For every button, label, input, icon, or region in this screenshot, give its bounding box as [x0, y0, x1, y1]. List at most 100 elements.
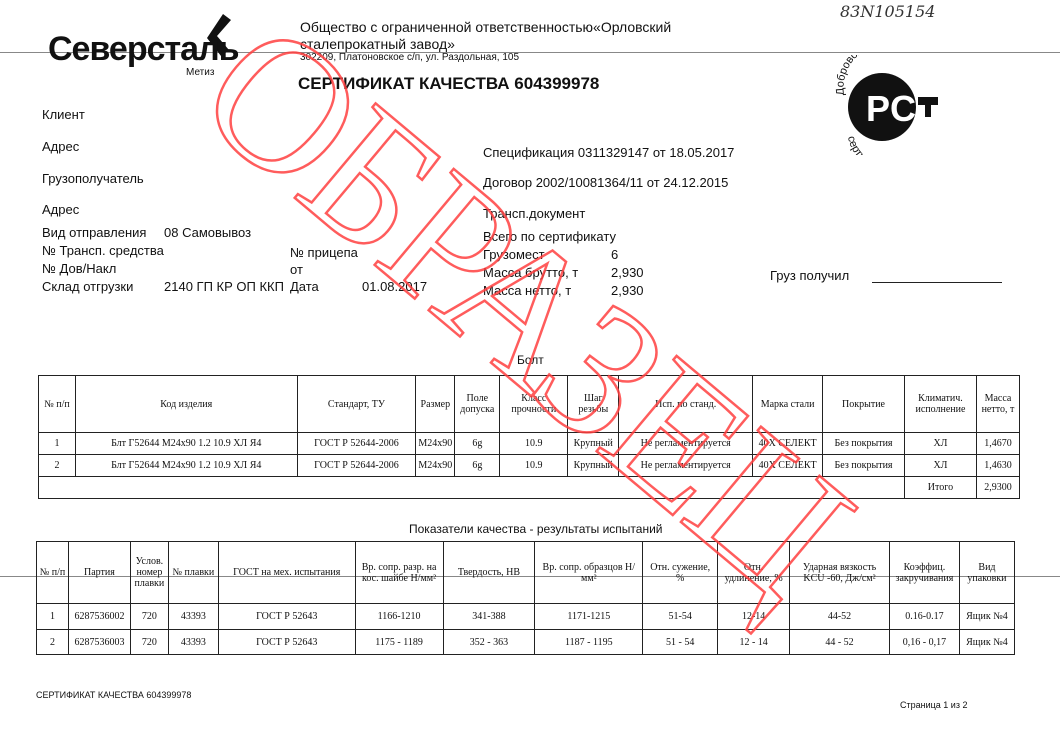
- table-cell: Климатич. исполнение: [903, 375, 977, 433]
- table-cell: Без покрытия: [822, 432, 905, 455]
- table-cell: Блт Г52644 М24х90 1.2 10.9 ХЛ Я4: [74, 454, 298, 477]
- table-cell: 341-388: [442, 603, 536, 630]
- table-cell: Марка стали: [752, 375, 824, 433]
- table-cell: 10.9: [499, 454, 569, 477]
- table-cell: 6287536003: [67, 629, 131, 655]
- svg-text:PC: PC: [866, 88, 916, 129]
- footer-page-number: Страница 1 из 2: [900, 700, 968, 710]
- table-cell: № плавки: [167, 541, 219, 604]
- gross-value: 2,930: [611, 265, 644, 280]
- table-cell: ГОСТ на мех. испытания: [217, 541, 356, 604]
- table2-header-row: № п/п Партия Услов. номер плавки № плавки ГО…: [36, 541, 1016, 604]
- table-cell: Крупный: [567, 432, 620, 455]
- table1-caption: Болт: [517, 353, 544, 367]
- places-label: Грузомест: [483, 247, 545, 262]
- table-cell: Крупный: [567, 454, 620, 477]
- table-cell: ХЛ: [903, 454, 977, 477]
- table-cell: 6287536002: [67, 603, 131, 630]
- table1-header-row: № п/п Код изделия Стандарт, ТУ Размер Поле д…: [38, 375, 1021, 433]
- date-value: 01.08.2017: [362, 279, 428, 294]
- total-label: Всего по сертификату: [483, 229, 616, 244]
- table-cell: Коэффиц. закручивания: [888, 541, 960, 604]
- table-row: 1 6287536002 720 43393 ГОСТ Р 52643 1166-1210…: [36, 603, 1016, 630]
- table-cell: Ящик №4: [958, 629, 1016, 655]
- table-cell: 720: [129, 603, 169, 630]
- contract: Договор 2002/10081364/11 от 24.12.2015: [483, 175, 729, 190]
- table-cell: 44 - 52: [789, 629, 890, 655]
- logo-sub: Метиз: [186, 67, 215, 78]
- severstal-logo-icon: [207, 14, 231, 56]
- table-cell: 6g: [454, 454, 501, 477]
- table-cell: Твердость, НВ: [442, 541, 536, 604]
- table-cell: 12-14: [717, 603, 791, 630]
- table-cell: 40Х СЕЛЕКТ: [752, 432, 824, 455]
- table-cell: 1175 - 1189: [354, 629, 444, 655]
- table-cell: 1,4630: [975, 454, 1021, 477]
- table-cell: 44-52: [789, 603, 890, 630]
- table-cell: 10.9: [499, 432, 569, 455]
- table-cell: 43393: [167, 603, 219, 630]
- table2-caption: Показатели качества - результаты испытан…: [409, 522, 663, 536]
- table-cell: Код изделия: [74, 375, 298, 433]
- address2-label: Адрес: [42, 202, 80, 217]
- table-cell: Ящик №4: [958, 603, 1016, 630]
- scan-line: [0, 52, 1060, 53]
- products-table: № п/п Код изделия Стандарт, ТУ Размер Поле д…: [38, 375, 1021, 499]
- table-cell: Шаг резьбы: [567, 375, 620, 433]
- table-cell: ГОСТ Р 52644-2006: [296, 454, 417, 477]
- shipping-value: 08 Самовывоз: [164, 225, 252, 240]
- table-row: 2 Блт Г52644 М24х90 1.2 10.9 ХЛ Я4 ГОСТ Р …: [38, 454, 1021, 477]
- total-label-cell: Итого: [903, 476, 977, 499]
- table-cell: Отн. удлинение, %: [717, 541, 791, 604]
- places-value: 6: [611, 247, 619, 262]
- table-cell: № п/п: [38, 375, 76, 433]
- table-cell: 51 - 54: [642, 629, 719, 655]
- page-title: СЕРТИФИКАТ КАЧЕСТВА 604399978: [298, 74, 600, 93]
- received-label: Груз получил: [770, 268, 850, 283]
- warehouse-value: 2140 ГП КР ОП ККП: [164, 279, 284, 294]
- table-cell: Услов. номер плавки: [129, 541, 169, 604]
- table-cell: Стандарт, ТУ: [296, 375, 417, 433]
- net-label: Масса нетто, т: [483, 283, 572, 298]
- trailer-label: № прицепа: [290, 245, 358, 260]
- specification: Спецификация 0311329147 от 18.05.2017: [483, 145, 735, 160]
- table-cell: Класс прочности: [499, 375, 569, 433]
- shipping-label: Вид отправления: [42, 225, 147, 240]
- table-cell: Без покрытия: [822, 454, 905, 477]
- table-cell: Масса нетто, т: [975, 375, 1021, 433]
- table1-total-row: Итого 2,9300: [38, 476, 1021, 499]
- table-cell: 1187 - 1195: [534, 629, 644, 655]
- rst-certification-seal-icon: PC Добровольная сертификация: [834, 55, 938, 155]
- table-cell: Не регламентируется: [618, 432, 754, 455]
- footer-left: СЕРТИФИКАТ КАЧЕСТВА 604399978: [36, 690, 192, 700]
- table-cell: Поле допуска: [454, 375, 501, 433]
- table-cell: Партия: [67, 541, 131, 604]
- table-cell: ГОСТ Р 52644-2006: [296, 432, 417, 455]
- warehouse-label: Склад отгрузки: [42, 279, 134, 294]
- table-cell: 51-54: [642, 603, 719, 630]
- table-cell: 12 - 14: [717, 629, 791, 655]
- quality-table: № п/п Партия Услов. номер плавки № плавки ГО…: [36, 541, 1016, 655]
- table-row: 2 6287536003 720 43393 ГОСТ Р 52643 1175 - 11…: [36, 629, 1016, 655]
- from-label: от: [290, 262, 303, 277]
- table-cell: 6g: [454, 432, 501, 455]
- company-name-2: сталепрокатный завод»: [300, 36, 455, 52]
- table-cell: Блт Г52644 М24х90 1.2 10.9 ХЛ Я4: [74, 432, 298, 455]
- table-cell: 1171-1215: [534, 603, 644, 630]
- table-cell: Вр. сопр. разр. на кос. шайбе Н/мм²: [354, 541, 444, 604]
- table-cell: 2: [36, 629, 69, 655]
- table-cell: Покрытие: [822, 375, 905, 433]
- table-cell: 1166-1210: [354, 603, 444, 630]
- logo-brand: Северсталь: [48, 30, 240, 68]
- table-cell: 352 - 363: [442, 629, 536, 655]
- table-row: 1 Блт Г52644 М24х90 1.2 10.9 ХЛ Я4 ГОСТ Р …: [38, 432, 1021, 455]
- table-cell: Ударная вязкость KCU -60, Дж/см²: [789, 541, 890, 604]
- table-cell: Размер: [415, 375, 456, 433]
- table-cell: 720: [129, 629, 169, 655]
- address-label: Адрес: [42, 139, 80, 154]
- table-cell: 43393: [167, 629, 219, 655]
- table-cell: 0.16-0.17: [888, 603, 960, 630]
- table-cell: 2: [38, 454, 76, 477]
- company-name-1: Общество с ограниченной ответственностью…: [300, 19, 672, 35]
